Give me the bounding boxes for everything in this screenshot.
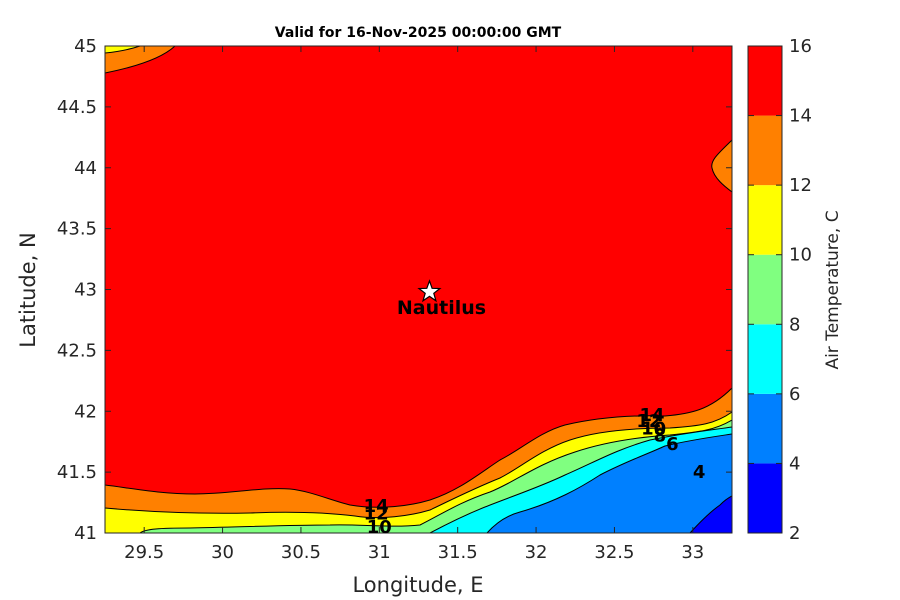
- y-tick-label: 44.5: [57, 97, 97, 118]
- colorbar-tick-label: 10: [789, 245, 812, 266]
- x-tick-label: 31.5: [438, 542, 478, 563]
- colorbar-tick-label: 12: [789, 175, 812, 196]
- contour-plot-area: [105, 46, 732, 533]
- x-tick-label: 30.5: [281, 542, 321, 563]
- colorbar-segment: [748, 254, 782, 325]
- contour-label: 12: [364, 504, 389, 525]
- x-tick-label: 31: [368, 542, 391, 563]
- contour-fill-2-4-south: [689, 495, 732, 533]
- colorbar-segment: [748, 115, 782, 186]
- y-axis-label: Latitude, N: [16, 232, 40, 348]
- y-tick-label: 44: [74, 158, 97, 179]
- x-tick-label: 33: [681, 542, 704, 563]
- y-tick-label: 45: [74, 36, 97, 57]
- x-tick-label: 32: [525, 542, 548, 563]
- contour-label: 6: [666, 434, 679, 455]
- contour-label: 14: [640, 405, 665, 426]
- contour-label: 10: [367, 517, 392, 538]
- colorbar-tick-label: 4: [789, 453, 800, 474]
- colorbar-tick-label: 16: [789, 36, 812, 57]
- y-tick-label: 41.5: [57, 462, 97, 483]
- contour-label: 10: [641, 418, 666, 439]
- y-tick-label: 41: [74, 523, 97, 544]
- contour-fill-4-6-south: [486, 433, 732, 533]
- colorbar: 2 4 6 8 10 12 14 16: [747, 36, 812, 544]
- colorbar-segment: [748, 185, 782, 255]
- x-tick-label: 29.5: [124, 542, 164, 563]
- contour-label: 8: [654, 426, 667, 447]
- station-marker: Nautilus: [397, 279, 486, 319]
- x-tick-label: 30: [211, 542, 234, 563]
- colorbar-tick-label: 2: [789, 523, 800, 544]
- colorbar-tick-label: 14: [789, 106, 812, 127]
- station-label: Nautilus: [397, 297, 486, 319]
- y-tick-label: 43.5: [57, 219, 97, 240]
- colorbar-frame: [747, 45, 783, 534]
- star-icon: [417, 279, 442, 303]
- colorbar-segment: [748, 463, 782, 533]
- colorbar-segment: [748, 324, 782, 394]
- y-tick-label: 42.5: [57, 340, 97, 361]
- contour-fill-12-14-right: [711, 139, 732, 193]
- colorbar-label: Air Temperature, C: [823, 210, 843, 369]
- x-axis-label: Longitude, E: [352, 573, 483, 597]
- y-axis-ticks: 41 41.5 42 42.5 43 43.5 44 44.5 45: [57, 36, 732, 544]
- colorbar-tick-label: 8: [789, 314, 800, 335]
- contour-label: 4: [693, 462, 706, 483]
- colorbar-segment: [748, 393, 782, 464]
- y-tick-label: 43: [74, 280, 97, 301]
- contour-label: 12: [636, 411, 661, 432]
- chart-title: Valid for 16-Nov-2025 00:00:00 GMT: [275, 25, 562, 41]
- colorbar-segment: [748, 46, 782, 116]
- contour-label: 14: [364, 496, 389, 517]
- x-tick-label: 32.5: [594, 542, 634, 563]
- contour-fill-12-14-topleft: [105, 46, 176, 74]
- y-tick-label: 42: [74, 401, 97, 422]
- colorbar-tick-label: 6: [789, 384, 800, 405]
- x-axis-ticks: 29.5 30 30.5 31 31.5 32 32.5 33: [124, 46, 704, 563]
